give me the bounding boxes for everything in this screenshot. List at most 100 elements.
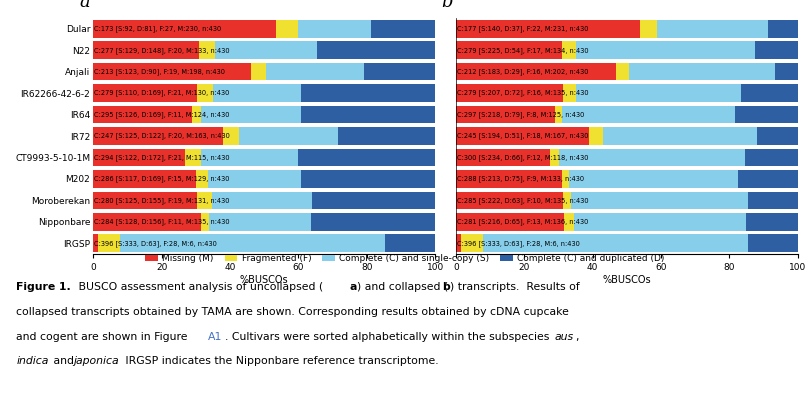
Bar [301,84,435,102]
Bar [775,63,798,80]
Bar [559,149,745,166]
Bar [93,20,276,38]
Text: japonica: japonica [73,356,118,366]
Bar [456,234,461,252]
Bar [657,20,769,38]
Text: and cogent are shown in Figure: and cogent are shown in Figure [16,332,191,342]
Text: C:297 [S:218, D:79], F:8, M:125, n:430: C:297 [S:218, D:79], F:8, M:125, n:430 [457,111,584,118]
Text: a: a [350,282,357,292]
Bar [120,234,385,252]
Text: C:173 [S:92, D:81], F:27, M:230, n:430: C:173 [S:92, D:81], F:27, M:230, n:430 [94,25,221,32]
Text: A1: A1 [208,332,223,342]
X-axis label: %BUSCOs: %BUSCOs [240,275,288,285]
Text: b: b [441,0,452,11]
Bar [312,192,435,209]
Bar [561,106,735,123]
Bar [196,170,207,188]
Bar [629,63,775,80]
Text: .  IRGSP indicates the Nipponbare reference transcriptome.: . IRGSP indicates the Nipponbare referen… [115,356,439,366]
Bar [93,63,250,80]
Text: C:213 [S:123, D:90], F:19, M:198, n:430: C:213 [S:123, D:90], F:19, M:198, n:430 [94,68,225,75]
Bar [555,106,561,123]
Text: ,: , [575,332,578,342]
Text: collapsed transcripts obtained by TAMA are shown. Corresponding results obtained: collapsed transcripts obtained by TAMA a… [16,307,569,317]
Bar [93,106,192,123]
Text: C:247 [S:125, D:122], F:20, M:163, n:430: C:247 [S:125, D:122], F:20, M:163, n:430 [94,133,230,139]
Bar [198,192,212,209]
Bar [93,213,201,231]
Text: C:279 [S:110, D:169], F:21, M:130, n:430: C:279 [S:110, D:169], F:21, M:130, n:430 [94,90,229,96]
Bar [239,127,339,145]
Bar [748,192,798,209]
X-axis label: %BUSCOs: %BUSCOs [603,275,651,285]
Text: C:300 [S:234, D:66], F:12, M:118, n:430: C:300 [S:234, D:66], F:12, M:118, n:430 [457,154,588,161]
Bar [456,192,563,209]
Bar [748,234,798,252]
Bar [197,84,213,102]
Text: C:284 [S:128, D:156], F:11, M:135, n:430: C:284 [S:128, D:156], F:11, M:135, n:430 [94,218,230,225]
Bar [318,41,435,59]
Bar [576,84,740,102]
Bar [738,170,798,188]
Bar [757,127,798,145]
Text: C:288 [S:213, D:75], F:9, M:133, n:430: C:288 [S:213, D:75], F:9, M:133, n:430 [457,176,584,182]
Bar [456,106,555,123]
Bar [569,170,738,188]
Bar [201,106,301,123]
Bar [769,20,798,38]
Bar [456,149,550,166]
Bar [563,84,576,102]
Bar [564,213,574,231]
Text: C:281 [S:216, D:65], F:13, M:136, n:430: C:281 [S:216, D:65], F:13, M:136, n:430 [457,218,588,225]
Bar [456,213,564,231]
Bar [563,192,571,209]
Text: C:177 [S:140, D:37], F:22, M:231, n:430: C:177 [S:140, D:37], F:22, M:231, n:430 [457,25,588,32]
Bar [199,41,215,59]
Bar [223,127,239,145]
Text: C:212 [S:183, D:29], F:16, M:202, n:430: C:212 [S:183, D:29], F:16, M:202, n:430 [457,68,588,75]
Text: C:277 [S:129, D:148], F:20, M:133, n:430: C:277 [S:129, D:148], F:20, M:133, n:430 [94,47,230,54]
Bar [250,63,266,80]
Bar [745,149,798,166]
Text: C:295 [S:126, D:169], F:11, M:124, n:430: C:295 [S:126, D:169], F:11, M:124, n:430 [94,111,230,118]
Bar [616,63,629,80]
Text: BUSCO assessment analysis of uncollapsed (: BUSCO assessment analysis of uncollapsed… [75,282,322,292]
Bar [571,192,748,209]
Bar [192,106,201,123]
Text: . Cultivars were sorted alphabetically within the subspecies: . Cultivars were sorted alphabetically w… [225,332,553,342]
Bar [461,234,483,252]
Bar [576,41,755,59]
Bar [456,63,616,80]
Text: C:279 [S:225, D:54], F:17, M:134, n:430: C:279 [S:225, D:54], F:17, M:134, n:430 [457,47,588,54]
Text: C:285 [S:222, D:63], F:10, M:135, n:430: C:285 [S:222, D:63], F:10, M:135, n:430 [457,197,588,204]
Bar [276,20,297,38]
Text: C:396 [S:333, D:63], F:28, M:6, n:430: C:396 [S:333, D:63], F:28, M:6, n:430 [94,240,217,247]
Bar [456,84,563,102]
Bar [740,84,798,102]
Bar [212,192,312,209]
Bar [371,20,435,38]
Text: C:245 [S:194, D:51], F:18, M:167, n:430: C:245 [S:194, D:51], F:18, M:167, n:430 [457,133,588,139]
Bar [202,149,298,166]
Bar [746,213,798,231]
Bar [456,20,640,38]
Legend: Missing (M), Fragmented (F), Complete (C) and single-copy (S), Complete (C) and : Missing (M), Fragmented (F), Complete (C… [142,250,668,266]
Text: Figure 1.: Figure 1. [16,282,71,292]
Bar [339,127,435,145]
Text: ) and collapsed (: ) and collapsed ( [357,282,449,292]
Bar [562,41,576,59]
Bar [98,234,120,252]
Text: ) transcripts.  Results of: ) transcripts. Results of [450,282,579,292]
Text: C:294 [S:122, D:172], F:21, M:115, n:430: C:294 [S:122, D:172], F:21, M:115, n:430 [94,154,230,161]
Bar [550,149,559,166]
Bar [589,127,603,145]
Bar [311,213,435,231]
Bar [209,213,311,231]
Bar [364,63,435,80]
Bar [640,20,657,38]
Text: C:280 [S:125, D:155], F:19, M:131, n:430: C:280 [S:125, D:155], F:19, M:131, n:430 [94,197,230,204]
Bar [483,234,748,252]
Bar [207,170,301,188]
Text: C:286 [S:117, D:169], F:15, M:129, n:430: C:286 [S:117, D:169], F:15, M:129, n:430 [94,176,230,182]
Bar [93,127,223,145]
